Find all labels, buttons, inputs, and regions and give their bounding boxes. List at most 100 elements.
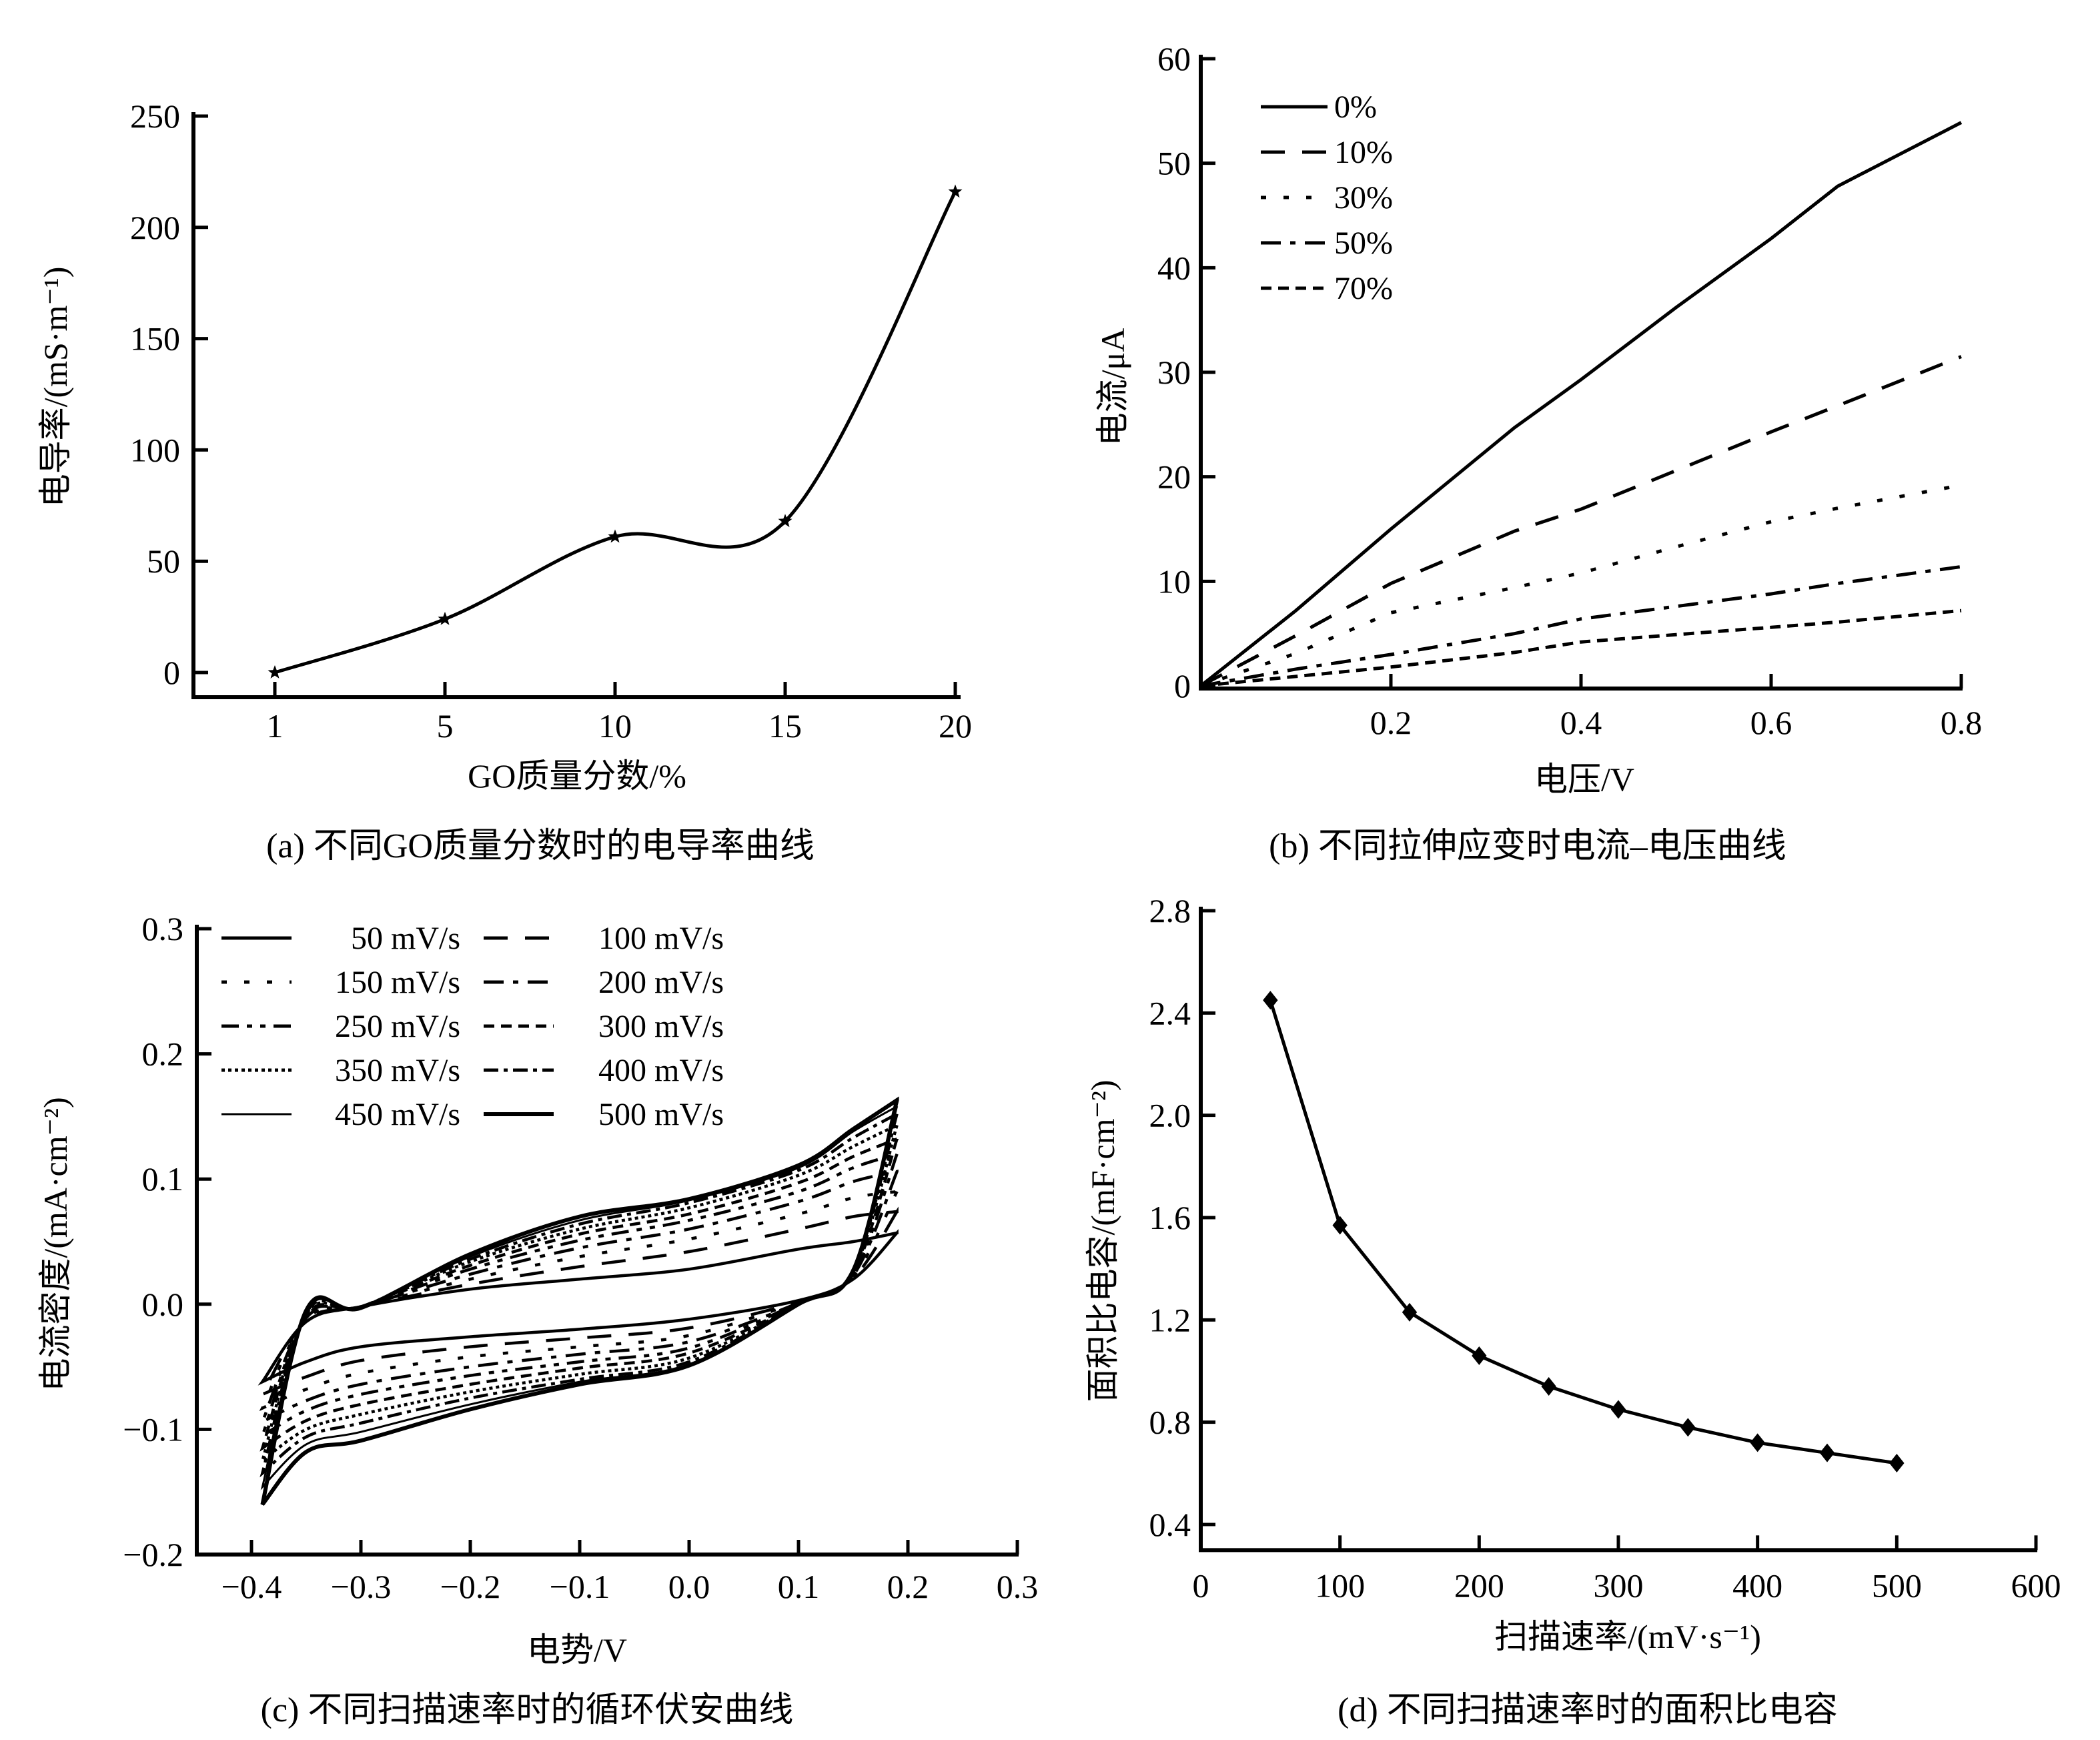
cv-loop-350 xyxy=(259,1122,899,1464)
x-tick-label: −0.1 xyxy=(550,1568,610,1605)
x-tick-label: 20 xyxy=(939,707,972,745)
x-tick-label: 1 xyxy=(267,707,284,745)
cv-loop-400 xyxy=(259,1111,899,1478)
x-tick-label: 0.8 xyxy=(1941,704,1983,741)
y-tick-label: 30 xyxy=(1157,354,1191,391)
data-point-diamond xyxy=(1472,1346,1487,1365)
cv-loop-50 xyxy=(257,1229,899,1386)
y-tick-label: 50 xyxy=(147,542,180,580)
y-axis-label: 电导率/(mS·m⁻¹) xyxy=(37,267,74,508)
panel-b-iv-chart: 0 10 20 30 40 50 60 0.2 0.4 0.6 0.8 0% 10% 30% 50% 70% 电… xyxy=(1094,40,1982,865)
data-point-diamond xyxy=(1332,1216,1348,1235)
y-tick-label: 50 xyxy=(1157,145,1191,182)
legend-label: 50% xyxy=(1334,226,1393,261)
x-tick-label: 0.6 xyxy=(1750,704,1792,741)
series-line-capacitance xyxy=(1268,999,1897,1465)
legend-label: 10% xyxy=(1334,135,1393,170)
y-tick-label: 150 xyxy=(130,320,180,358)
x-tick-label: 0.1 xyxy=(778,1568,820,1605)
x-axis-label: GO质量分数/% xyxy=(468,757,686,795)
y-axis-label: 电流密度/(mA·cm⁻²) xyxy=(37,1097,74,1391)
series-line-50pct xyxy=(1200,564,1962,688)
x-axis-label: 扫描速率/(mV·s⁻¹) xyxy=(1494,1618,1761,1655)
cv-loop-150 xyxy=(259,1190,899,1411)
data-point-star xyxy=(778,514,793,528)
y-tick-label: 20 xyxy=(1157,458,1191,496)
legend-label: 100 mV/s xyxy=(598,921,724,956)
y-tick-label: 0 xyxy=(163,654,180,691)
x-axis-label: 电势/V xyxy=(527,1631,627,1669)
panel-caption: (d) 不同扫描速率时的面积比电容 xyxy=(1338,1691,1838,1729)
legend-label: 50 mV/s xyxy=(351,921,460,956)
y-tick-label: 0.1 xyxy=(142,1160,184,1198)
x-tick-label: −0.2 xyxy=(440,1568,501,1605)
panel-caption: (b) 不同拉伸应变时电流–电压曲线 xyxy=(1269,827,1786,865)
x-axis-label: 电压/V xyxy=(1534,761,1634,798)
cv-loop-250 xyxy=(259,1152,899,1439)
data-point-diamond xyxy=(1750,1433,1765,1452)
x-tick-label: 200 xyxy=(1454,1567,1504,1604)
x-tick-label: 0 xyxy=(1193,1567,1209,1604)
y-tick-label: 100 xyxy=(130,431,180,468)
series-line-30pct xyxy=(1200,483,1962,688)
legend-label: 300 mV/s xyxy=(598,1009,724,1044)
y-axis-label: 面积比电容/(mF·cm⁻²) xyxy=(1084,1079,1121,1402)
x-tick-label: 0.2 xyxy=(1370,704,1412,741)
legend-label: 0% xyxy=(1334,89,1377,125)
y-axis-label: 电流/μA xyxy=(1094,328,1131,446)
legend-label: 350 mV/s xyxy=(335,1053,460,1088)
data-point-diamond xyxy=(1819,1443,1835,1462)
series-line-0pct xyxy=(1199,121,1963,687)
data-point-diamond xyxy=(1263,991,1278,1010)
x-tick-label: 10 xyxy=(598,707,632,745)
series-line-conductivity xyxy=(274,191,957,675)
cv-loop-300 xyxy=(259,1138,899,1452)
data-point-diamond xyxy=(1541,1377,1556,1396)
y-tick-label: 60 xyxy=(1157,40,1191,77)
y-tick-label: 2.8 xyxy=(1149,892,1191,929)
y-tick-label: 1.2 xyxy=(1149,1301,1191,1338)
x-tick-label: −0.3 xyxy=(331,1568,392,1605)
y-tick-label: 0 xyxy=(1174,667,1191,705)
x-tick-label: 0.3 xyxy=(997,1568,1039,1605)
y-tick-label: 250 xyxy=(130,97,180,135)
x-tick-label: 0.4 xyxy=(1560,704,1602,741)
y-tick-label: 0.4 xyxy=(1149,1506,1191,1543)
legend-label: 500 mV/s xyxy=(598,1097,724,1132)
y-tick-label: 2.0 xyxy=(1149,1097,1191,1134)
cv-loop-200 xyxy=(259,1170,899,1425)
y-tick-label: 10 xyxy=(1157,562,1191,600)
x-tick-label: 600 xyxy=(2011,1567,2061,1604)
panel-d-capacitance-chart: 0.4 0.8 1.2 1.6 2.0 2.4 2.8 0 100 200 300 400 500 600… xyxy=(1084,892,2061,1729)
data-point-diamond xyxy=(1610,1400,1626,1419)
y-tick-label: −0.1 xyxy=(123,1410,183,1448)
x-tick-label: 15 xyxy=(768,707,802,745)
cv-loop-500 xyxy=(260,1096,899,1506)
cv-loop-100 xyxy=(259,1206,899,1398)
y-tick-label: 2.4 xyxy=(1149,994,1191,1031)
panel-caption: (a) 不同GO质量分数时的电导率曲线 xyxy=(266,827,815,865)
y-tick-label: 0.8 xyxy=(1149,1404,1191,1441)
y-tick-label: 0.3 xyxy=(142,910,184,947)
data-point-star xyxy=(438,611,452,625)
data-point-star xyxy=(268,665,282,679)
panel-c-cv-chart: −0.2 −0.1 0.0 0.1 0.2 0.3 −0.4 −0.3 −0.2 −0.1 0.0 0… xyxy=(37,910,1038,1729)
y-tick-label: 200 xyxy=(130,209,180,246)
x-tick-label: 0.0 xyxy=(668,1568,710,1605)
x-tick-label: 300 xyxy=(1594,1567,1644,1604)
data-point-diamond xyxy=(1680,1418,1696,1437)
y-tick-label: −0.2 xyxy=(123,1536,183,1573)
y-tick-label: 0.2 xyxy=(142,1035,184,1073)
y-tick-label: 1.6 xyxy=(1149,1199,1191,1236)
axes-frame xyxy=(1199,55,1963,691)
legend-label: 70% xyxy=(1334,271,1393,306)
legend-label: 200 mV/s xyxy=(598,965,724,1000)
legend-label: 400 mV/s xyxy=(598,1053,724,1088)
axes-frame xyxy=(191,112,961,699)
legend-label: 150 mV/s xyxy=(335,965,460,1000)
x-tick-label: 500 xyxy=(1872,1567,1922,1604)
x-tick-label: −0.4 xyxy=(221,1568,282,1605)
panel-caption: (c) 不同扫描速率时的循环伏安曲线 xyxy=(261,1691,794,1729)
legend-label: 250 mV/s xyxy=(335,1009,460,1044)
